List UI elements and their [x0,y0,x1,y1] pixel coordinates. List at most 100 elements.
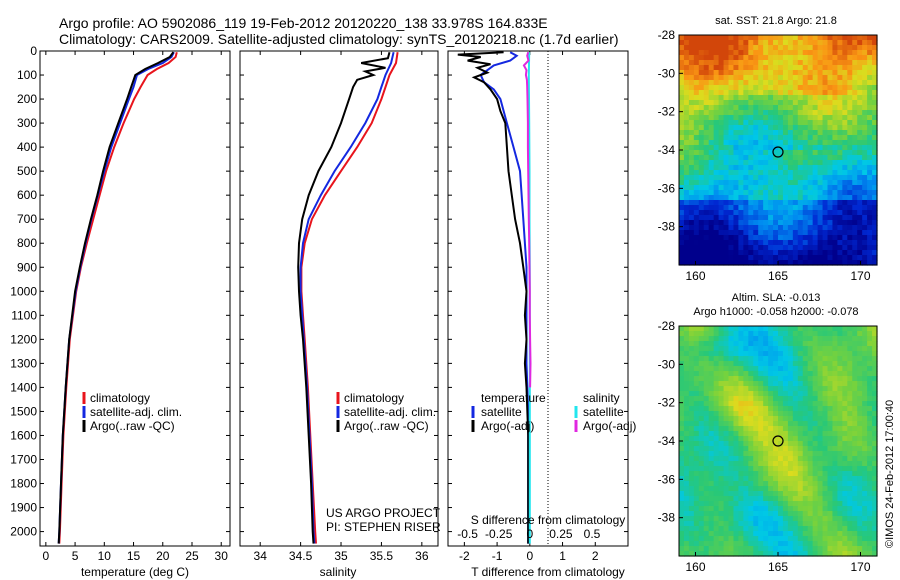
map-cell [763,336,769,342]
map-cell [812,210,819,216]
map-cell [693,145,700,151]
map-cell [713,431,720,437]
map-cell [738,551,744,557]
map-cell [723,441,730,447]
map-cell [822,260,829,266]
map-cell [817,496,824,502]
map-cell [842,45,848,51]
map-cell [852,441,858,447]
map-cell [738,195,744,201]
map-cell [723,371,730,377]
map-cell [812,541,819,547]
map-cell [693,70,700,76]
map-cell [827,75,834,81]
map-cell [797,235,804,241]
map-cell [787,331,794,337]
map-y-tick-label: -34 [658,434,676,448]
map-cell [723,446,730,452]
map-cell [857,391,863,397]
map-cell [832,491,838,497]
map-cell [827,220,834,226]
map-cell [723,225,730,231]
map-cell [792,225,799,231]
map-cell [832,371,838,377]
map-cell [693,85,700,91]
map-cell [822,75,829,81]
map-cell [872,341,878,347]
map-cell [807,356,814,362]
map-cell [718,255,725,261]
map-cell [802,220,809,226]
map-cell [683,195,690,201]
map-cell [768,185,774,191]
map-cell [832,446,838,452]
map-cell [748,401,754,407]
map-cell [743,471,749,477]
map-cell [807,416,814,422]
map-cell [862,446,868,452]
map-cell [768,60,774,66]
map-cell [802,85,809,91]
map-cell [708,441,715,447]
map-cell [812,366,819,372]
map-cell [837,346,843,352]
map-cell [718,45,725,51]
map-cell [713,456,720,462]
map-cell [768,391,774,397]
map-cell [708,95,715,101]
map-cell [857,200,863,206]
map-cell [827,185,834,191]
map-cell [763,235,769,241]
map-cell [867,60,873,66]
map-cell [753,446,759,452]
map-cell [768,421,774,427]
map-cell [792,155,799,161]
map-cell [822,40,829,46]
map-cell [837,441,843,447]
map-cell [842,130,848,136]
map-cell [832,546,838,552]
map-cell [837,351,843,357]
map-cell [872,170,878,176]
map-cell [748,150,754,156]
map-cell [867,481,873,487]
map-cell [842,351,848,357]
map-cell [827,50,834,56]
map-cell [862,40,868,46]
map-cell [713,165,720,171]
map-cell [703,145,710,151]
map-cell [708,456,715,462]
map-cell [718,75,725,81]
map-cell [782,240,789,246]
map-cell [763,351,769,357]
map-cell [787,446,794,452]
x-tick-label: 30 [215,549,229,563]
map-cell [733,180,739,186]
map-cell [698,526,705,532]
map-cell [743,125,749,131]
map-cell [733,90,739,96]
map-cell [713,481,720,487]
map-cell [827,406,834,412]
map-cell [723,135,730,141]
map-cell [792,336,799,342]
map-cell [693,190,700,196]
map-cell [698,331,705,337]
map-cell [688,511,695,517]
map-cell [733,346,739,352]
map-cell [723,105,730,111]
x-tick-label: 1 [559,549,566,563]
map-cell [703,421,710,427]
map-cell [837,356,843,362]
map-cell [827,110,834,116]
map-cell [817,381,824,387]
legend-label-s-argo: Argo(-adj) [583,419,636,433]
map-cell [802,255,809,261]
map-cell [847,215,853,221]
map-cell [872,85,878,91]
map-cell [807,140,814,146]
map-cell [698,120,705,126]
map-cell [758,526,764,532]
map-cell [792,40,799,46]
map-cell [743,336,749,342]
